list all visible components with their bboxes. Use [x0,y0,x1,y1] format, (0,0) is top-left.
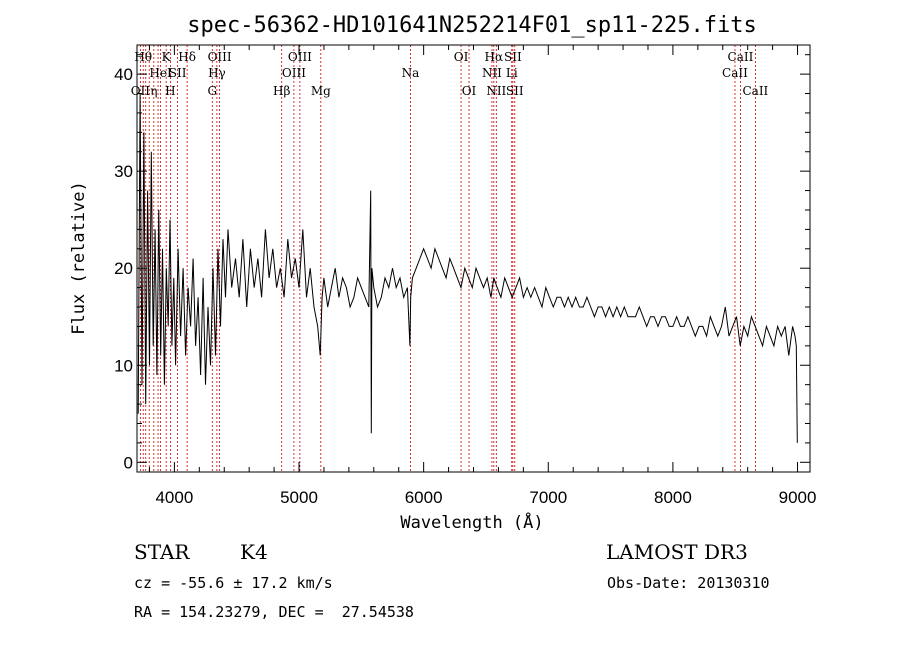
marker-label-8: H [165,84,175,98]
coordinates: RA = 154.23279, DEC = 27.54538 [134,603,414,621]
marker-label-0: OII [131,84,151,98]
marker-label-16: OIII [288,50,312,64]
observation-date: Obs-Date: 20130310 [607,574,770,592]
marker-label-19: OI [454,50,469,64]
x-tick-label-0: 4000 [155,488,193,507]
marker-label-10: Hδ [178,50,196,64]
marker-label-23: NII [486,84,506,98]
x-tick-label-5: 9000 [779,488,817,507]
survey-name: LAMOST DR3 [606,540,748,564]
marker-label-12: Hγ [208,66,226,80]
marker-label-22: Hα [485,50,504,64]
spectral-line-labels: OII Hθ η HeI K H SII Hδ G Hγ OIII Hβ OIII OIII Mg Na OI O… [131,50,769,98]
y-axis: 0 10 20 30 40 [114,54,810,472]
marker-label-26: SII [506,84,524,98]
marker-label-1: Hθ [134,50,152,64]
chart-title: spec-56362-HD101641N252214F01_sp11-225.f… [187,13,757,38]
x-tick-label-3: 7000 [529,488,567,507]
marker-label-6: HeI [149,66,172,80]
marker-label-4: η [150,84,157,98]
y-tick-label-0: 0 [124,453,133,472]
spectrum-line [137,93,798,443]
marker-label-15: OIII [282,66,306,80]
x-tick-label-4: 8000 [654,488,692,507]
x-axis: 4000 5000 6000 7000 8000 9000 [148,45,817,507]
marker-label-21: NII [482,66,502,80]
spectral-line-markers [139,45,756,472]
marker-label-11: G [207,84,217,98]
x-axis-label: Wavelength (Å) [400,511,543,533]
y-tick-label-1: 10 [114,356,133,375]
plot-frame [136,44,811,473]
marker-label-17: Mg [311,84,331,98]
marker-label-25: SII [504,50,522,64]
marker-label-18: Na [402,66,420,80]
marker-label-13: OIII [208,50,232,64]
x-tick-label-2: 6000 [405,488,443,507]
object-class: STAR [134,540,190,564]
redshift-velocity: cz = -55.6 ± 17.2 km/s [134,574,333,592]
marker-label-28: CaII [728,50,754,64]
y-tick-label-2: 20 [114,259,133,278]
y-tick-label-4: 40 [114,65,133,84]
marker-label-9: SII [169,66,187,80]
marker-label-7: K [162,50,172,64]
marker-label-24: Li [506,66,518,80]
marker-label-14: Hβ [273,84,290,98]
spectral-subclass: K4 [240,540,268,564]
marker-label-29: CaII [742,84,768,98]
y-tick-label-3: 30 [114,162,133,181]
marker-label-27: CaII [722,66,748,80]
y-axis-label: Flux (relative) [69,181,89,335]
x-tick-label-1: 5000 [280,488,318,507]
marker-label-20: OI [462,84,477,98]
